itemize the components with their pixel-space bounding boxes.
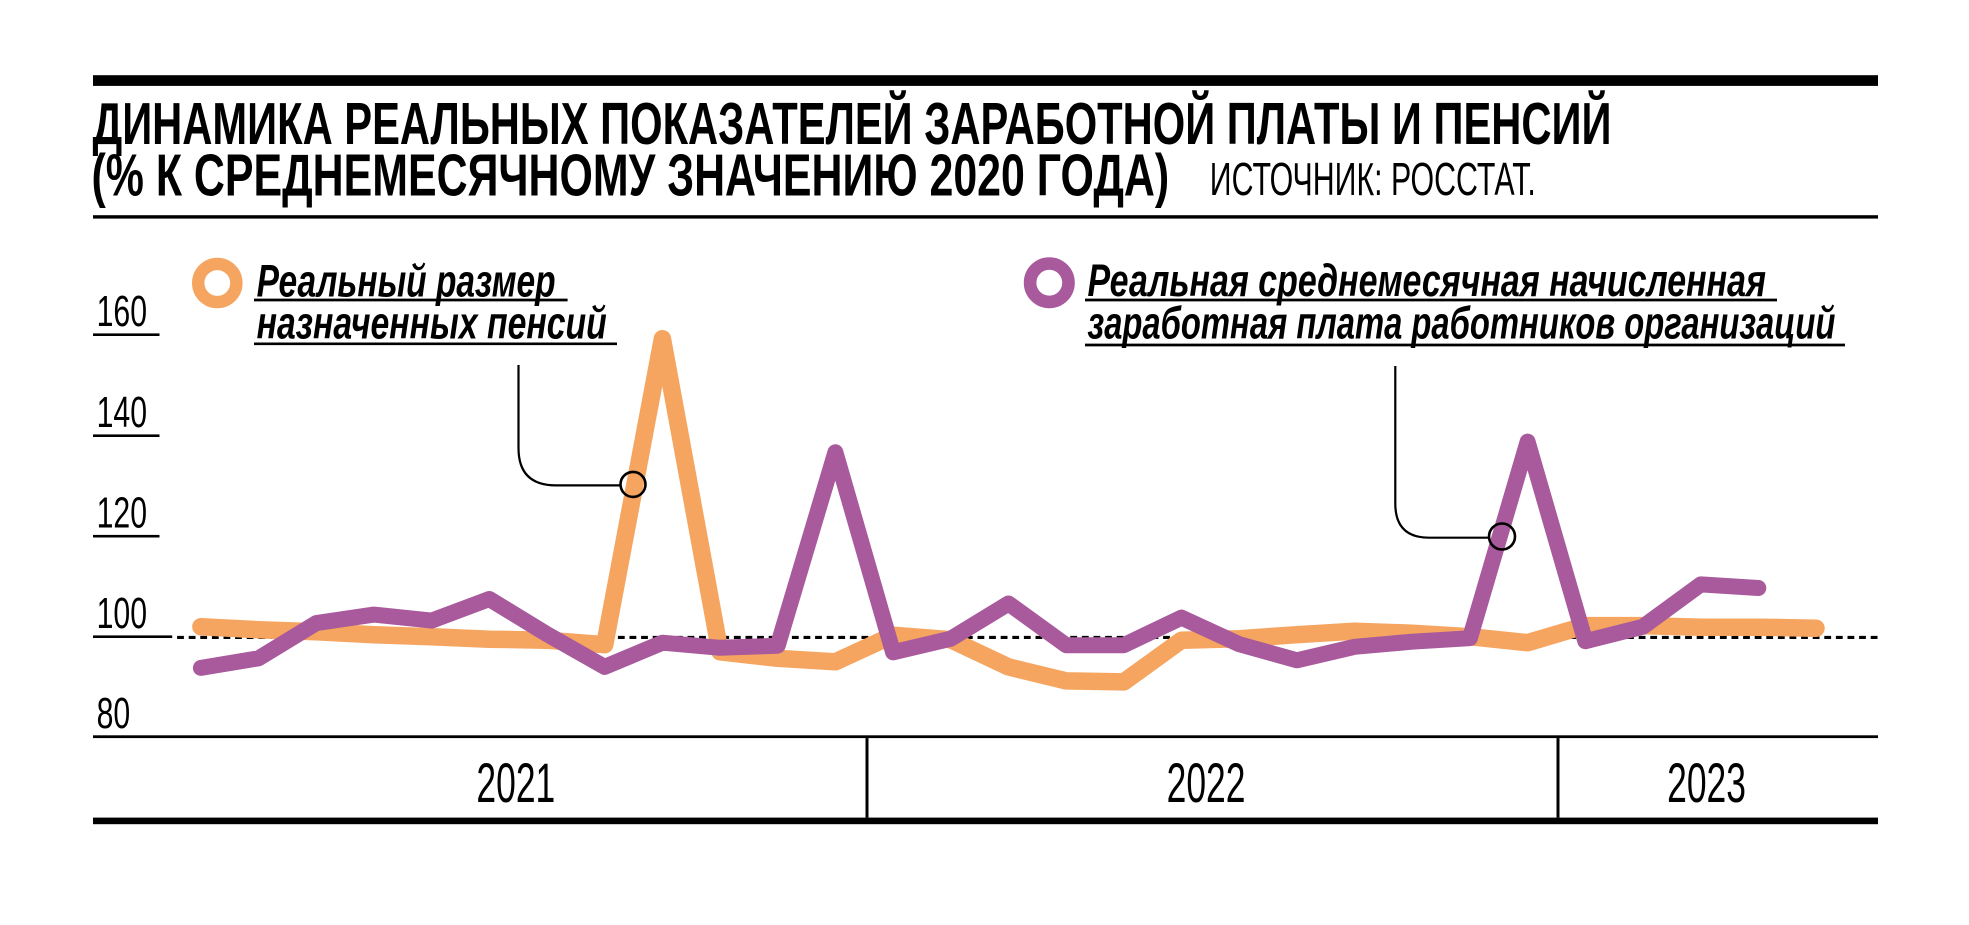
svg-text:заработная плата работников ор: заработная плата работников организаций: [1088, 298, 1836, 348]
svg-text:Реальный размер: Реальный размер: [257, 257, 556, 307]
svg-text:120: 120: [97, 488, 147, 537]
svg-text:ДИНАМИКА РЕАЛЬНЫХ ПОКАЗАТЕЛЕЙ: ДИНАМИКА РЕАЛЬНЫХ ПОКАЗАТЕЛЕЙ ЗАРАБОТНОЙ…: [93, 90, 1612, 157]
svg-text:Реальная среднемесячная начисл: Реальная среднемесячная начисленная: [1088, 257, 1766, 307]
svg-text:100: 100: [97, 588, 147, 637]
svg-text:ИСТОЧНИК: РОССТАТ.: ИСТОЧНИК: РОССТАТ.: [1210, 154, 1536, 206]
svg-text:(% К СРЕДНЕМЕСЯЧНОМУ ЗНАЧЕНИЮ: (% К СРЕДНЕМЕСЯЧНОМУ ЗНАЧЕНИЮ 2020 ГОДА): [92, 142, 1170, 209]
svg-text:140: 140: [97, 387, 147, 436]
svg-text:назначенных пенсий: назначенных пенсий: [257, 299, 607, 349]
svg-text:2022: 2022: [1167, 752, 1246, 814]
svg-text:80: 80: [97, 688, 131, 737]
svg-text:2021: 2021: [476, 752, 555, 814]
svg-text:2023: 2023: [1667, 752, 1746, 814]
svg-text:160: 160: [97, 286, 147, 335]
